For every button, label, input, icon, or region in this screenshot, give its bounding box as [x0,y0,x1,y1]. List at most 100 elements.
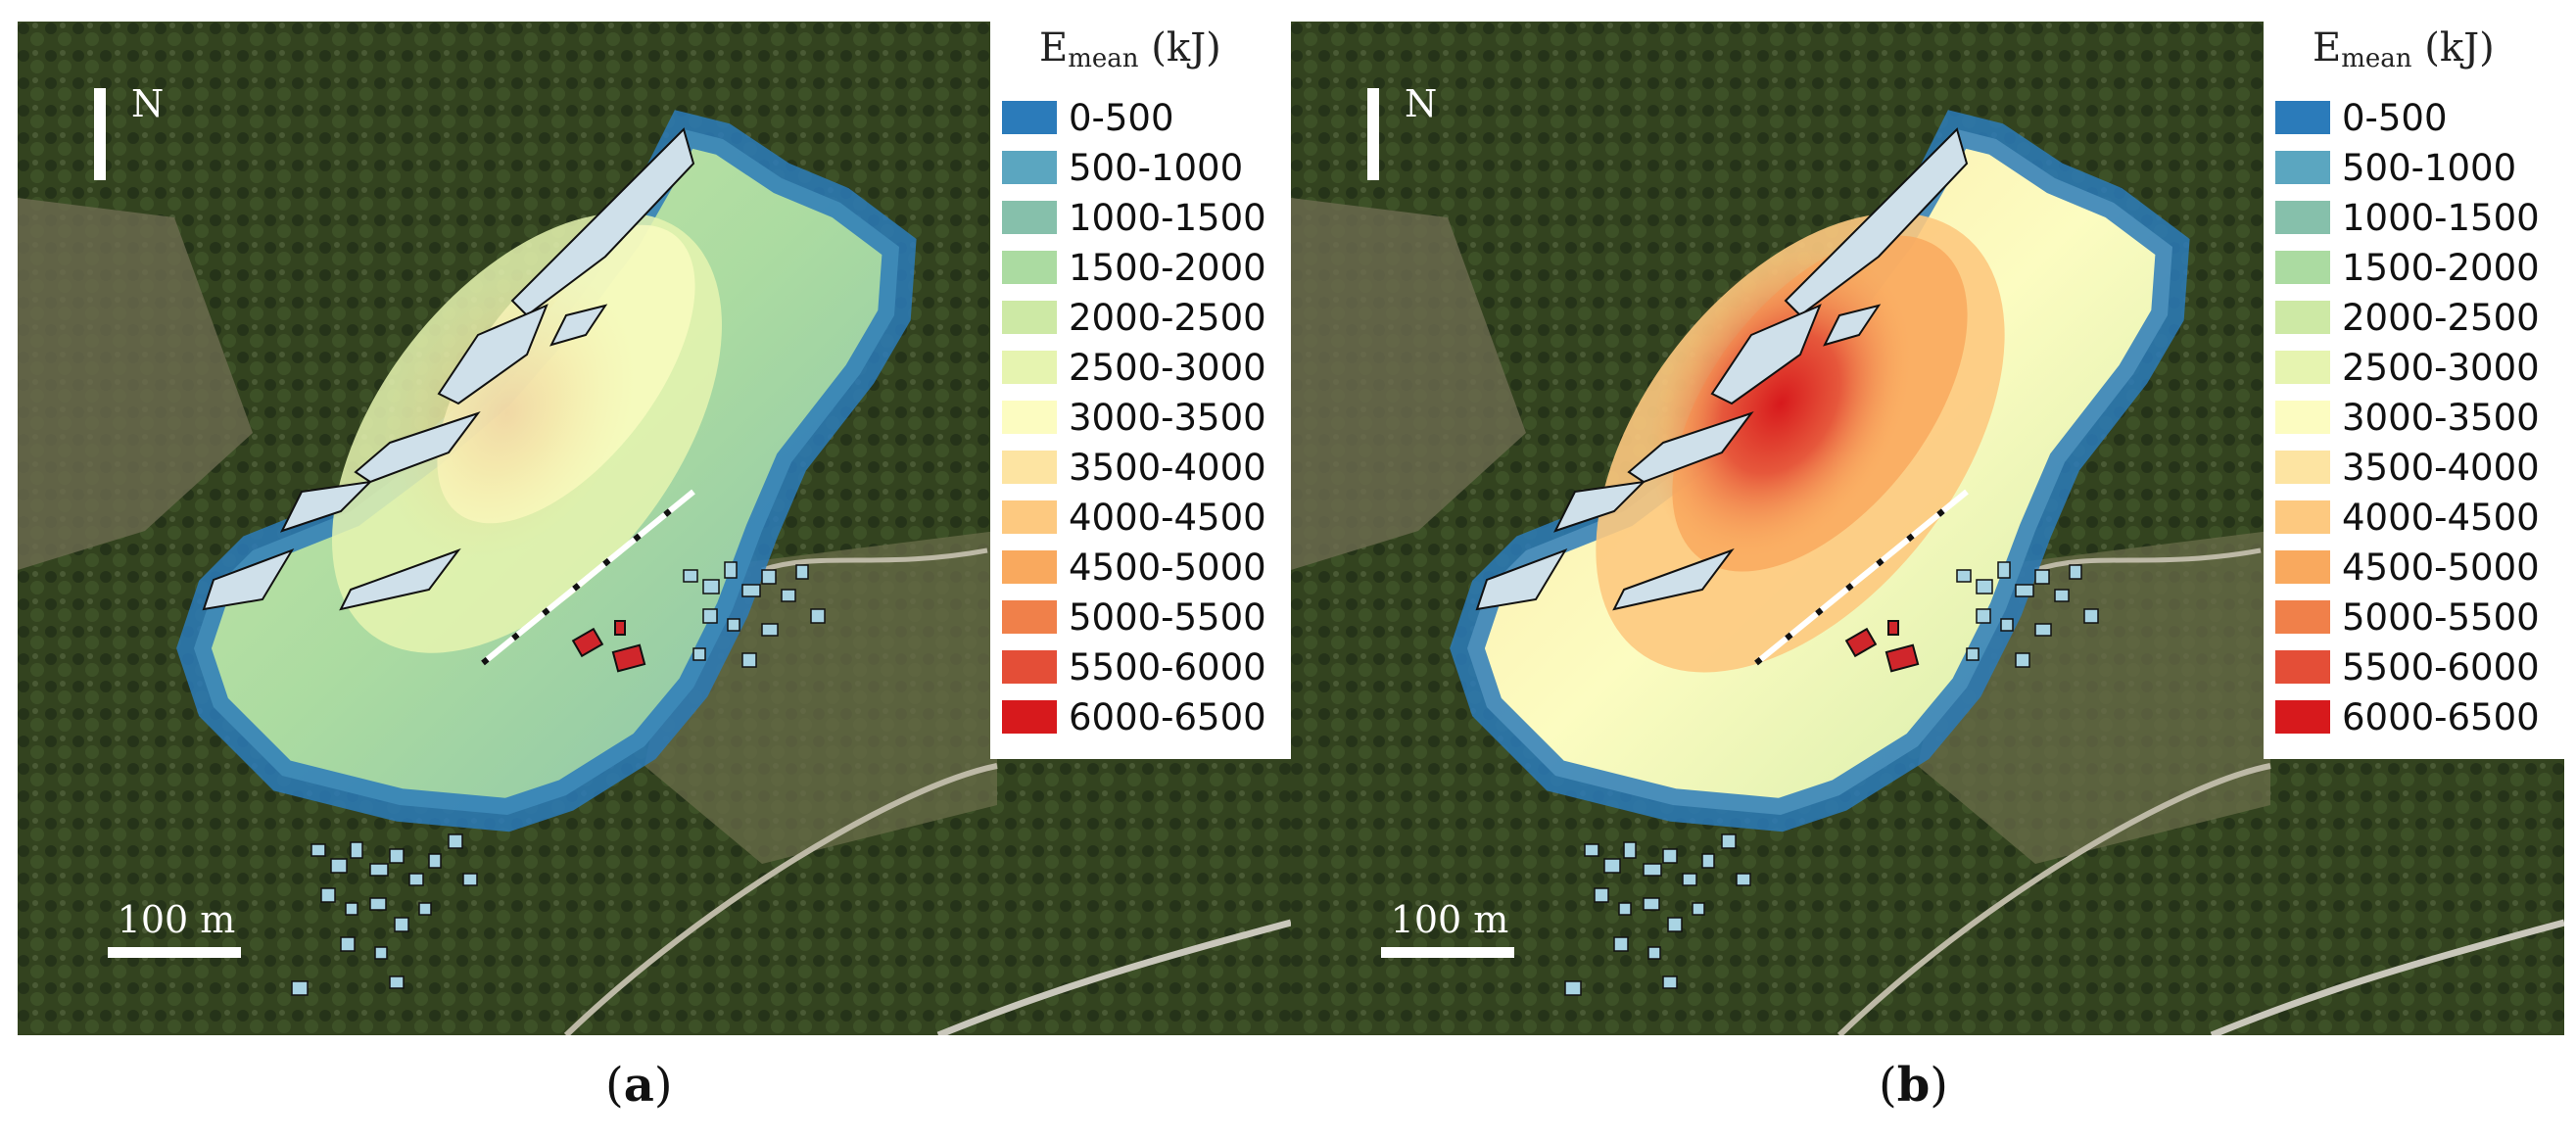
source-scree-areas [202,127,695,611]
legend-title: Emean (kJ) [2313,25,2495,73]
source-scree-areas [1475,127,1969,611]
building [1662,975,1678,989]
scree-polygon [354,411,481,484]
legend-item: 5500-6000 [1002,643,1266,690]
scree-polygon [1475,548,1568,611]
legend-label: 2000-2500 [2342,296,2540,339]
legend-swatch [2275,151,2330,184]
legend-swatch [1002,550,1057,584]
scree-polygon [1784,127,1969,317]
legend-swatch [1002,451,1057,484]
legend-item: 1000-1500 [1002,194,1266,241]
building [761,623,779,637]
building [1647,946,1661,960]
legend-label: 4000-4500 [2342,496,2540,539]
legend-item: 0-500 [2275,94,2448,141]
north-bar [1367,88,1379,180]
critical-building [611,643,646,673]
legend-label: 0-500 [2342,96,2448,139]
building [310,843,326,857]
legend-swatch [2275,650,2330,684]
building [1643,897,1660,911]
legend-swatch [1002,201,1057,234]
legend-swatch [1002,650,1057,684]
legend-label: 5000-5500 [1069,595,1266,639]
legend-label: 5000-5500 [2342,595,2540,639]
legend-label: 3500-4000 [1069,446,1266,489]
legend-item: 4500-5000 [2275,544,2540,591]
building [408,873,424,886]
building [1623,841,1637,859]
legend-label: 6000-6500 [2342,695,2540,738]
building [761,569,777,585]
legend-swatch [1002,301,1057,334]
scree-polygon [1823,304,1882,347]
scale-bar: 100 m [1381,898,1518,958]
building [2000,618,2014,632]
building [1618,902,1632,916]
legend-item: 3000-3500 [1002,394,1266,441]
building-cluster [291,561,826,996]
legend-label: 4500-5000 [2342,546,2540,589]
scree-polygon [510,127,695,317]
building [1736,873,1751,886]
legend-label: 1000-1500 [2342,196,2540,239]
legend-swatch [1002,101,1057,134]
building [1721,833,1737,849]
map-panel-b: N 100 m Emean (kJ) 0-500 500-1000 1000-1… [1291,22,2564,1035]
legend-label: 500-1000 [1069,146,1244,189]
scree-polygon [1553,480,1646,533]
building [2034,569,2050,585]
building [1976,608,1991,624]
building [1662,848,1678,864]
building [795,564,809,580]
legend: Emean (kJ) 0-500 500-1000 1000-1500 1500… [990,22,1291,759]
building [462,873,478,886]
scale-bar-line [108,947,241,958]
legend-item: 5000-5500 [1002,594,1266,641]
open-slope-area [18,198,253,570]
legend: Emean (kJ) 0-500 500-1000 1000-1500 1500… [2264,22,2564,759]
north-bar [94,88,106,180]
legend-item: 4000-4500 [1002,494,1266,541]
scale-label: 100 m [1390,898,1509,941]
critical-building [571,627,604,658]
building [2015,652,2030,668]
building [374,946,388,960]
building [418,902,432,916]
building [2054,589,2070,602]
legend-item: 3500-4000 [1002,444,1266,491]
road [563,763,998,1035]
building [1966,647,1980,661]
building [2083,608,2099,624]
building [724,561,738,579]
legend-item: 1500-2000 [2275,244,2540,291]
road [936,919,1291,1035]
legend-label: 1000-1500 [1069,196,1266,239]
building [394,917,409,932]
legend-item: 1000-1500 [2275,194,2540,241]
legend-label: 5500-6000 [2342,645,2540,689]
building [2015,584,2034,597]
map-panel-a: N 100 m Emean (kJ) 0-500 500-1000 1000-1… [18,22,1291,1035]
building [1564,980,1582,996]
panel-caption-b: (b) [1879,1058,1949,1113]
building [389,975,405,989]
scree-polygon [549,304,608,347]
legend-item: 2500-3000 [2275,344,2540,391]
legend-swatch [2275,101,2330,134]
building [448,833,463,849]
legend-label: 5500-6000 [1069,645,1266,689]
scale-label: 100 m [117,898,236,941]
building [389,848,405,864]
building [369,863,389,877]
building [291,980,309,996]
building [702,579,720,594]
building [340,936,356,952]
legend-label: 500-1000 [2342,146,2517,189]
building [345,902,358,916]
north-label: N [1405,82,1438,125]
panel-caption-a: (a) [605,1058,673,1113]
building [1603,858,1621,874]
legend-swatch [2275,550,2330,584]
